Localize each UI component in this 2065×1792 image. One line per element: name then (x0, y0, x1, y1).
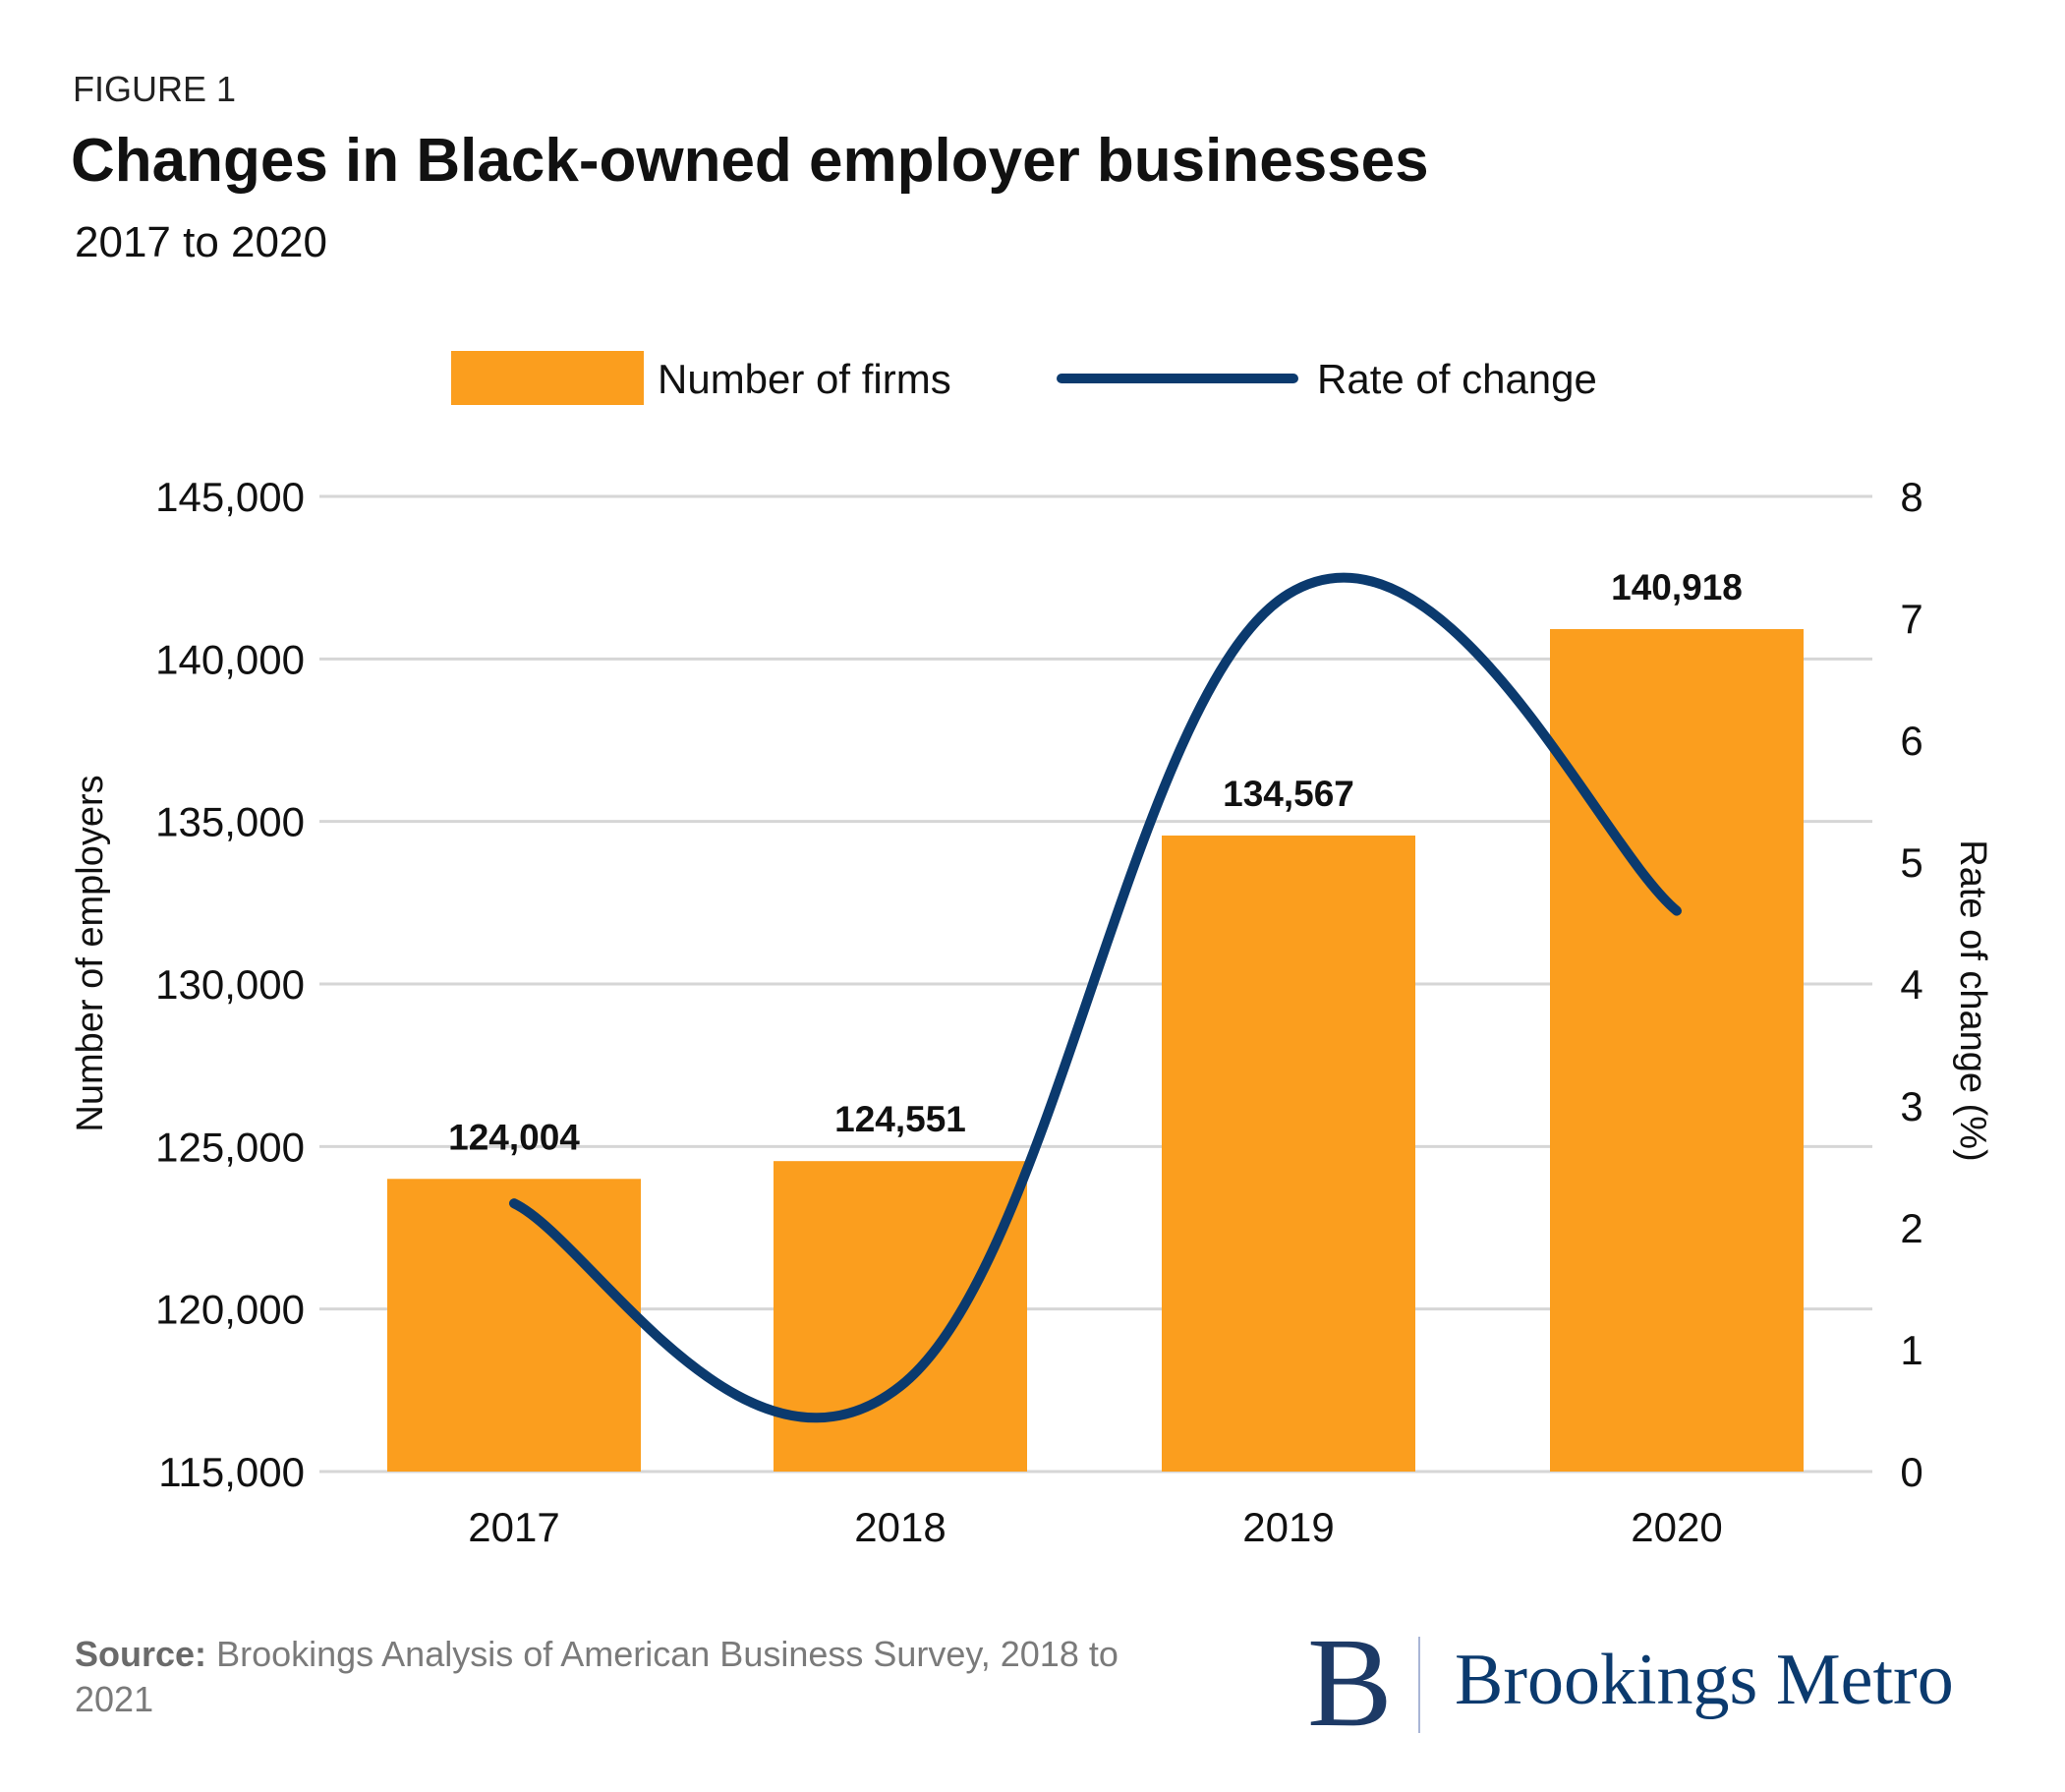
bar-data-label: 124,551 (834, 1099, 966, 1139)
y2-tick-label: 7 (1900, 596, 1922, 642)
y-tick-label: 120,000 (155, 1287, 305, 1333)
bar-data-label: 140,918 (1611, 567, 1743, 607)
y2-tick-label: 3 (1900, 1083, 1922, 1129)
y-tick-label: 145,000 (155, 474, 305, 520)
bar-2018 (774, 1161, 1027, 1472)
source-note: Source: Brookings Analysis of American B… (75, 1632, 1176, 1722)
chart-title: Changes in Black-owned employer business… (71, 127, 1429, 195)
y-tick-label: 135,000 (155, 799, 305, 845)
y2-tick-label: 6 (1900, 718, 1922, 764)
y-tick-label: 130,000 (155, 961, 305, 1008)
legend-label-rate: Rate of change (1317, 356, 1597, 402)
figure-label: FIGURE 1 (73, 69, 237, 109)
source-text: Brookings Analysis of American Business … (75, 1634, 1119, 1719)
bar-data-label: 124,004 (448, 1117, 580, 1157)
logo-text: Brookings Metro (1455, 1640, 1954, 1720)
y2-tick-label: 2 (1900, 1205, 1922, 1251)
y2-tick-label: 0 (1900, 1449, 1922, 1495)
x-tick-label: 2019 (1242, 1504, 1334, 1550)
x-tick-label: 2017 (468, 1504, 559, 1550)
x-tick-label: 2020 (1631, 1504, 1722, 1550)
y-tick-label: 140,000 (155, 636, 305, 682)
y-axis-label: Number of employers (70, 775, 111, 1131)
legend: Number of firms Rate of change (451, 351, 1597, 405)
y2-axis-label: Rate of change (%) (1952, 839, 1993, 1161)
y-tick-label: 125,000 (155, 1124, 305, 1170)
source-label: Source: (75, 1634, 207, 1674)
y-tick-label: 115,000 (158, 1449, 305, 1495)
logo-divider (1418, 1637, 1420, 1733)
bar-2020 (1550, 628, 1804, 1472)
legend-swatch-firms (451, 351, 644, 405)
brookings-logo: B Brookings Metro (1307, 1612, 2015, 1754)
logo-mark: B (1307, 1612, 1393, 1754)
y2-tick-label: 5 (1900, 839, 1922, 886)
bar-data-label: 134,567 (1223, 774, 1354, 814)
bar-2019 (1162, 835, 1415, 1472)
chart-subtitle: 2017 to 2020 (75, 218, 327, 266)
y2-tick-label: 8 (1900, 474, 1922, 520)
x-tick-label: 2018 (854, 1504, 946, 1550)
y2-tick-label: 1 (1900, 1327, 1922, 1373)
y2-tick-label: 4 (1900, 961, 1922, 1008)
bar-2017 (387, 1179, 641, 1472)
legend-label-firms: Number of firms (658, 356, 951, 402)
rate-of-change-line (509, 572, 1682, 1423)
